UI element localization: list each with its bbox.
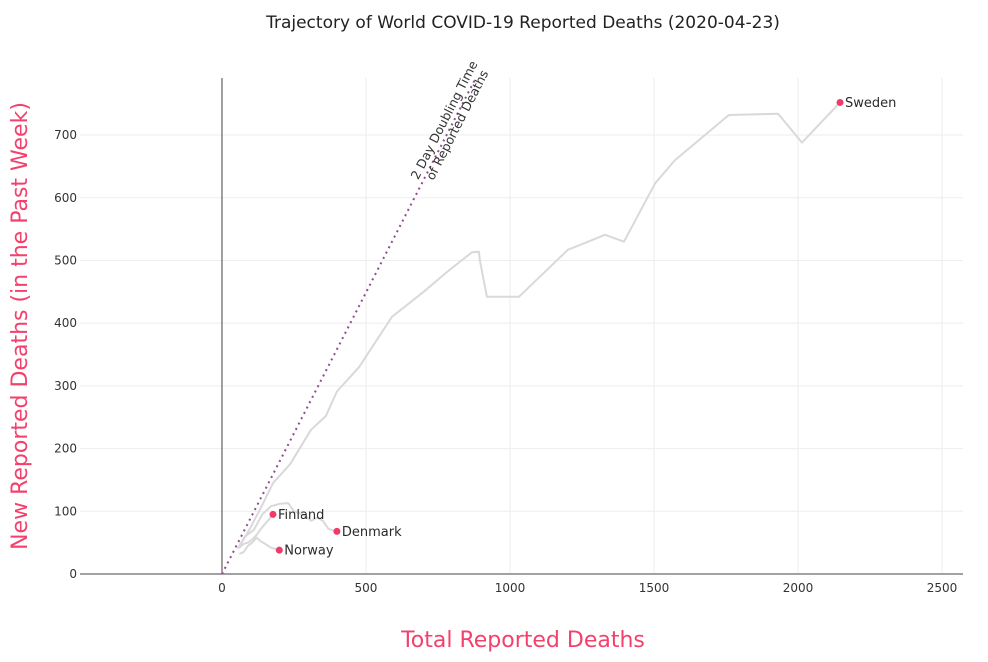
y-axis-title: New Reported Deaths (in the Past Week) (8, 102, 33, 550)
y-tick-label: 400 (54, 316, 77, 330)
label-denmark: Denmark (342, 525, 402, 540)
x-tick-label: 2500 (927, 581, 958, 595)
y-tick-label: 0 (69, 567, 77, 581)
y-tick-label: 700 (54, 128, 77, 142)
y-tick-label: 200 (54, 442, 77, 456)
x-tick-label: 500 (355, 581, 378, 595)
marker-norway (275, 546, 283, 554)
y-tick-label: 600 (54, 191, 77, 205)
marker-denmark (333, 527, 341, 535)
trajectory-line-norway (238, 536, 280, 555)
marker-finland (269, 510, 277, 518)
x-tick-label: 0 (218, 581, 226, 595)
y-tick-label: 300 (54, 379, 77, 393)
label-finland: Finland (278, 508, 324, 523)
end-markers: Sweden Denmark Norway Finland (269, 96, 896, 559)
y-tick-label: 100 (54, 504, 77, 518)
x-tick-label: 1500 (639, 581, 670, 595)
series-lines (236, 101, 841, 555)
trajectory-line-finland (238, 513, 274, 549)
label-norway: Norway (284, 544, 334, 559)
trajectory-line-sweden (236, 101, 841, 550)
label-sweden: Sweden (845, 96, 896, 111)
doubling-time-line (221, 78, 477, 575)
trajectory-line-denmark (238, 502, 338, 547)
tick-labels: 0 500 1000 1500 2000 2500 0 100 200 300 400 500 600 7… (54, 128, 957, 595)
grid (80, 78, 963, 574)
chart-title: Trajectory of World COVID-19 Reported De… (265, 13, 780, 33)
x-tick-label: 2000 (783, 581, 814, 595)
x-axis-title: Total Reported Deaths (400, 628, 645, 653)
axes (80, 78, 963, 575)
x-tick-label: 1000 (495, 581, 526, 595)
marker-sweden (836, 98, 844, 106)
y-tick-label: 500 (54, 253, 77, 267)
